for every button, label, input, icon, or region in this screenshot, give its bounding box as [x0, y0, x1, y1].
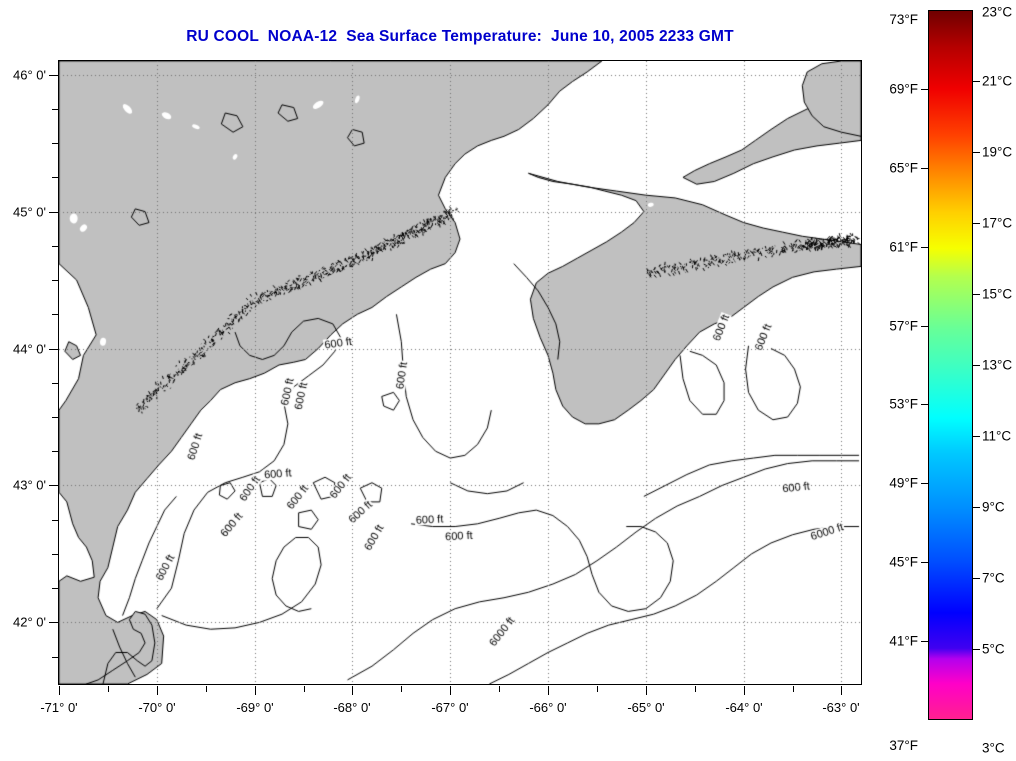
colorbar-label-fahrenheit: 37°F [889, 738, 918, 753]
colorbar-label-fahrenheit: 45°F [889, 554, 918, 570]
x-axis-tick [255, 686, 256, 695]
colorbar-label-celsius: 11°C [982, 428, 1012, 444]
y-axis-tick [49, 349, 58, 350]
colorbar-label-celsius: 19°C [982, 144, 1013, 160]
colorbar-label-fahrenheit: 57°F [889, 318, 918, 334]
x-axis-minor-tick [597, 686, 598, 692]
y-axis-label: 46° 0' [13, 67, 46, 83]
y-axis-tick [49, 212, 58, 213]
colorbar-tick-fahrenheit [921, 168, 928, 169]
y-axis-minor-tick [52, 383, 58, 384]
x-axis-label: -66° 0' [529, 700, 567, 715]
y-axis-tick [49, 75, 58, 76]
x-axis-label: -68° 0' [333, 700, 371, 715]
y-axis-minor-tick [52, 109, 58, 110]
y-axis-minor-tick [52, 314, 58, 315]
x-axis-minor-tick [499, 686, 500, 692]
x-axis-tick [157, 686, 158, 695]
x-axis-minor-tick [206, 686, 207, 692]
x-axis-label: -64° 0' [725, 700, 763, 715]
colorbar-tick-fahrenheit [921, 562, 928, 563]
y-axis-minor-tick [52, 588, 58, 589]
colorbar-tick-fahrenheit [921, 89, 928, 90]
colorbar[interactable] [928, 10, 973, 720]
x-axis-label: -69° 0' [236, 700, 274, 715]
colorbar-label-fahrenheit: 49°F [889, 475, 918, 491]
x-axis-minor-tick [793, 686, 794, 692]
colorbar-tick-fahrenheit [921, 641, 928, 642]
colorbar-tick-fahrenheit [921, 404, 928, 405]
x-axis-tick [548, 686, 549, 695]
y-axis-minor-tick [52, 417, 58, 418]
x-axis-label: -65° 0' [627, 700, 665, 715]
colorbar-tick-fahrenheit [921, 247, 928, 248]
colorbar-label-celsius: 5°C [982, 641, 1005, 657]
colorbar-label-celsius: 9°C [982, 499, 1005, 515]
x-axis-tick [450, 686, 451, 695]
colorbar-tick-celsius [973, 152, 980, 153]
colorbar-tick-celsius [973, 578, 980, 579]
colorbar-label-fahrenheit: 41°F [889, 633, 918, 649]
y-axis-minor-tick [52, 246, 58, 247]
colorbar-tick-celsius [973, 365, 980, 366]
colorbar-label-fahrenheit: 73°F [889, 12, 918, 27]
colorbar-label-fahrenheit: 65°F [889, 160, 918, 176]
y-axis-label: 45° 0' [13, 204, 46, 220]
x-axis-label: -71° 0' [40, 700, 78, 715]
x-axis-tick [352, 686, 353, 695]
colorbar-tick-celsius [973, 294, 980, 295]
x-axis-tick [59, 686, 60, 695]
x-axis-minor-tick [304, 686, 305, 692]
page-title: RU COOL NOAA-12 Sea Surface Temperature:… [186, 28, 734, 45]
colorbar-label-fahrenheit: 53°F [889, 396, 918, 412]
y-axis-minor-tick [52, 554, 58, 555]
y-axis-tick [49, 622, 58, 623]
y-axis-minor-tick [52, 280, 58, 281]
colorbar-label-fahrenheit: 61°F [889, 239, 918, 255]
colorbar-tick-celsius [973, 507, 980, 508]
colorbar-label-celsius: 17°C [982, 215, 1013, 231]
map-plot-area[interactable] [58, 60, 862, 685]
colorbar-label-celsius: 3°C [982, 740, 1005, 756]
colorbar-label-celsius: 13°C [982, 357, 1013, 373]
y-axis-minor-tick [52, 177, 58, 178]
colorbar-label-celsius: 23°C [982, 4, 1013, 20]
colorbar-tick-celsius [973, 81, 980, 82]
colorbar-label-celsius: 7°C [982, 570, 1005, 586]
colorbar-tick-celsius [973, 223, 980, 224]
x-axis-minor-tick [108, 686, 109, 692]
y-axis-label: 42° 0' [13, 614, 46, 630]
sst-map-canvas[interactable] [59, 61, 861, 684]
colorbar-tick-fahrenheit [921, 483, 928, 484]
x-axis-tick [841, 686, 842, 695]
x-axis-tick [646, 686, 647, 695]
x-axis-minor-tick [401, 686, 402, 692]
colorbar-label-celsius: 15°C [982, 286, 1013, 302]
x-axis-tick [744, 686, 745, 695]
colorbar-label-fahrenheit: 69°F [889, 81, 918, 97]
y-axis-label: 44° 0' [13, 341, 46, 357]
colorbar-tick-celsius [973, 649, 980, 650]
colorbar-tick-fahrenheit [921, 326, 928, 327]
x-axis-label: -63° 0' [822, 700, 860, 715]
x-axis-label: -67° 0' [431, 700, 469, 715]
y-axis-minor-tick [52, 520, 58, 521]
y-axis-minor-tick [52, 657, 58, 658]
y-axis-label: 43° 0' [13, 477, 46, 493]
x-axis-minor-tick [695, 686, 696, 692]
y-axis-minor-tick [52, 451, 58, 452]
colorbar-gradient [928, 10, 973, 720]
y-axis-tick [49, 485, 58, 486]
colorbar-label-celsius: 21°C [982, 73, 1013, 89]
y-axis-minor-tick [52, 143, 58, 144]
colorbar-tick-celsius [973, 436, 980, 437]
x-axis-label: -70° 0' [138, 700, 176, 715]
